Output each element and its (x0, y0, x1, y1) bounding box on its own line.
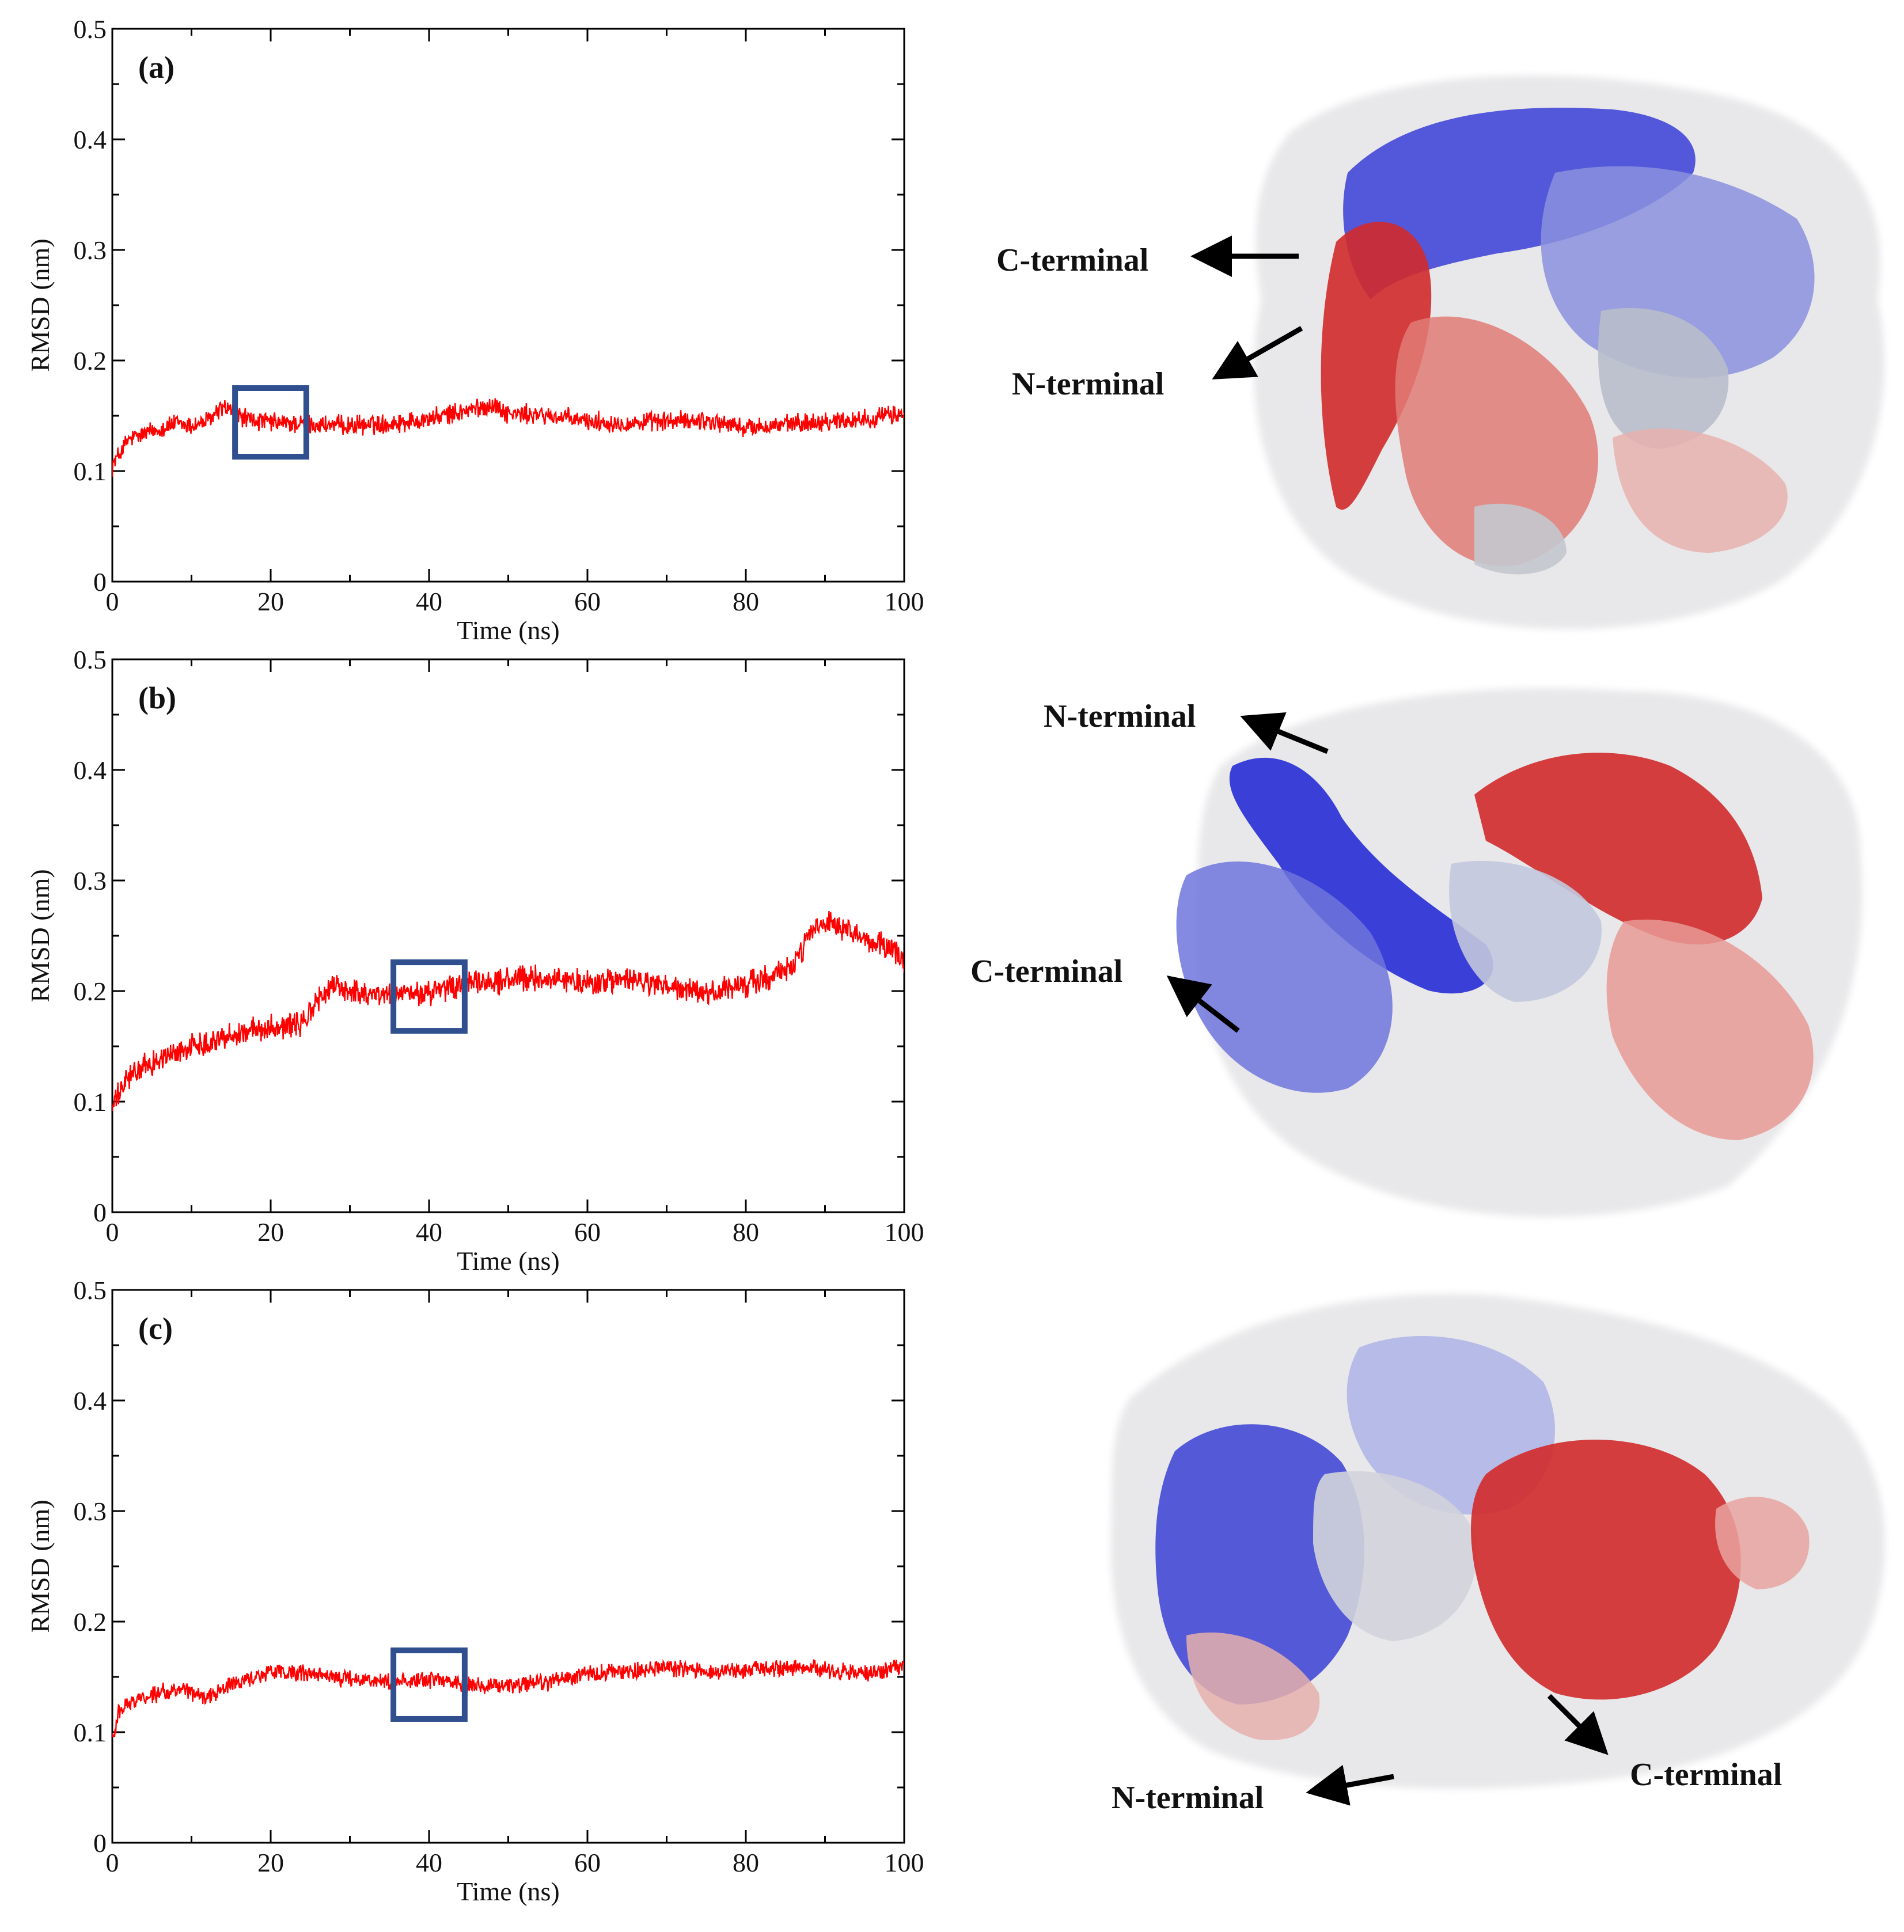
x-tick-label: 0 (106, 1217, 119, 1247)
x-axis-title: Time (ns) (457, 616, 560, 645)
x-tick-label: 20 (257, 1217, 284, 1247)
x-tick-label: 20 (257, 587, 284, 616)
x-tick-label: 100 (885, 1848, 924, 1877)
y-tick-label: 0.5 (74, 1276, 107, 1305)
ribbon-pink-c (1715, 1497, 1810, 1589)
y-axis-title: RMSD (nm) (25, 1500, 55, 1633)
x-tick-label: 60 (574, 587, 601, 616)
x-tick-label: 80 (733, 1217, 759, 1247)
y-tick-label: 0.5 (74, 14, 107, 44)
highlight-box (390, 959, 468, 1034)
x-tick-label: 40 (416, 587, 442, 616)
y-tick-label: 0.2 (74, 1607, 107, 1637)
highlight-box (232, 385, 309, 460)
y-tick-label: 0.3 (74, 236, 107, 265)
panel-label: (a) (138, 50, 175, 85)
ribbon-salmon-b (1606, 919, 1814, 1140)
x-tick-label: 60 (574, 1217, 601, 1247)
ribbon-salmon-a (1395, 316, 1598, 567)
n-terminal-label-b: N-terminal (1044, 699, 1196, 734)
y-tick-label: 0.5 (74, 645, 107, 674)
protein-structure-b: N-terminal C-terminal (970, 688, 1863, 1217)
ribbon-red-b (1474, 753, 1762, 944)
x-tick-label: 80 (733, 587, 759, 616)
arrow-n-terminal-a (1212, 326, 1303, 379)
y-axis-title: RMSD (nm) (25, 238, 55, 371)
y-tick-label: 0.2 (74, 977, 107, 1006)
plot-frame (111, 1289, 905, 1844)
y-tick-label: 0.1 (74, 1087, 107, 1117)
n-terminal-label-a: N-terminal (1012, 366, 1164, 402)
y-tick-label: 0.4 (74, 1386, 107, 1415)
y-tick-label: 0.1 (74, 1718, 107, 1747)
rmsd-series-line (112, 1659, 904, 1737)
ribbon-grey-b (1449, 860, 1602, 1002)
ribbon-silver-c (1313, 1471, 1477, 1641)
n-terminal-label-c: N-terminal (1112, 1780, 1264, 1816)
y-tick-label: 0 (93, 567, 107, 597)
c-terminal-label-a: C-terminal (996, 242, 1148, 278)
arrow-c-terminal-b (1166, 975, 1240, 1033)
x-axis-title: Time (ns) (457, 1246, 560, 1276)
plot-frame (111, 28, 905, 583)
x-tick-label: 80 (733, 1848, 759, 1877)
plot-frame (111, 658, 905, 1213)
ribbon-blue-b (1229, 757, 1493, 994)
x-tick-label: 100 (885, 1217, 924, 1247)
ribbon-lightblue-b (1176, 861, 1393, 1093)
arrow-n-terminal-b (1240, 712, 1329, 754)
rmsd-chart-c: 0 20 40 60 80 100 0 0.1 0.2 0.3 0.4 0.5 Time (ns) RMS… (25, 1276, 924, 1906)
y-tick-label: 0.3 (74, 866, 107, 895)
y-tick-label: 0.4 (74, 756, 107, 785)
protein-structure-c: N-terminal C-terminal (1110, 1293, 1885, 1816)
panel-label: (c) (138, 1311, 173, 1346)
highlight-box (390, 1647, 468, 1722)
y-tick-label: 0.3 (74, 1497, 107, 1526)
x-axis-title: Time (ns) (457, 1877, 560, 1906)
rmsd-series-line (112, 398, 904, 477)
x-tick-label: 40 (416, 1848, 442, 1877)
ribbon-grey-a (1598, 308, 1729, 449)
ribbon-red-c (1471, 1440, 1741, 1700)
y-tick-label: 0.4 (74, 125, 107, 154)
arrow-c-terminal-c (1547, 1694, 1609, 1755)
panel-label: (b) (138, 681, 176, 715)
rmsd-series-line (112, 910, 904, 1111)
x-tick-label: 0 (106, 587, 119, 616)
y-tick-label: 0.1 (74, 457, 107, 486)
x-tick-label: 0 (106, 1848, 119, 1877)
arrow-n-terminal-c (1306, 1764, 1394, 1806)
ribbon-pink-a (1613, 428, 1788, 553)
ribbon-red-a (1321, 222, 1432, 510)
c-terminal-label-b: C-terminal (970, 954, 1122, 989)
ribbon-silver-a (1474, 503, 1567, 575)
x-tick-label: 40 (416, 1217, 442, 1247)
x-tick-label: 20 (257, 1848, 284, 1877)
protein-structure-a: C-terminal N-terminal (996, 75, 1885, 629)
rmsd-chart-a: 0 20 40 60 80 100 0 0.1 0.2 0.3 0.4 0.5 Time (ns) RMS… (25, 14, 924, 645)
y-tick-label: 0.2 (74, 346, 107, 375)
ribbon-blue-a (1343, 108, 1696, 299)
ribbon-salmon-c (1186, 1632, 1320, 1740)
c-terminal-label-c: C-terminal (1630, 1757, 1782, 1793)
y-axis-title: RMSD (nm) (25, 869, 55, 1002)
rmsd-chart-b: 0 20 40 60 80 100 0 0.1 0.2 0.3 0.4 0.5 Time (ns) RMS… (25, 645, 924, 1276)
x-tick-label: 100 (885, 587, 924, 616)
x-tick-label: 60 (574, 1848, 601, 1877)
y-tick-label: 0 (93, 1198, 107, 1227)
y-tick-label: 0 (93, 1828, 107, 1858)
